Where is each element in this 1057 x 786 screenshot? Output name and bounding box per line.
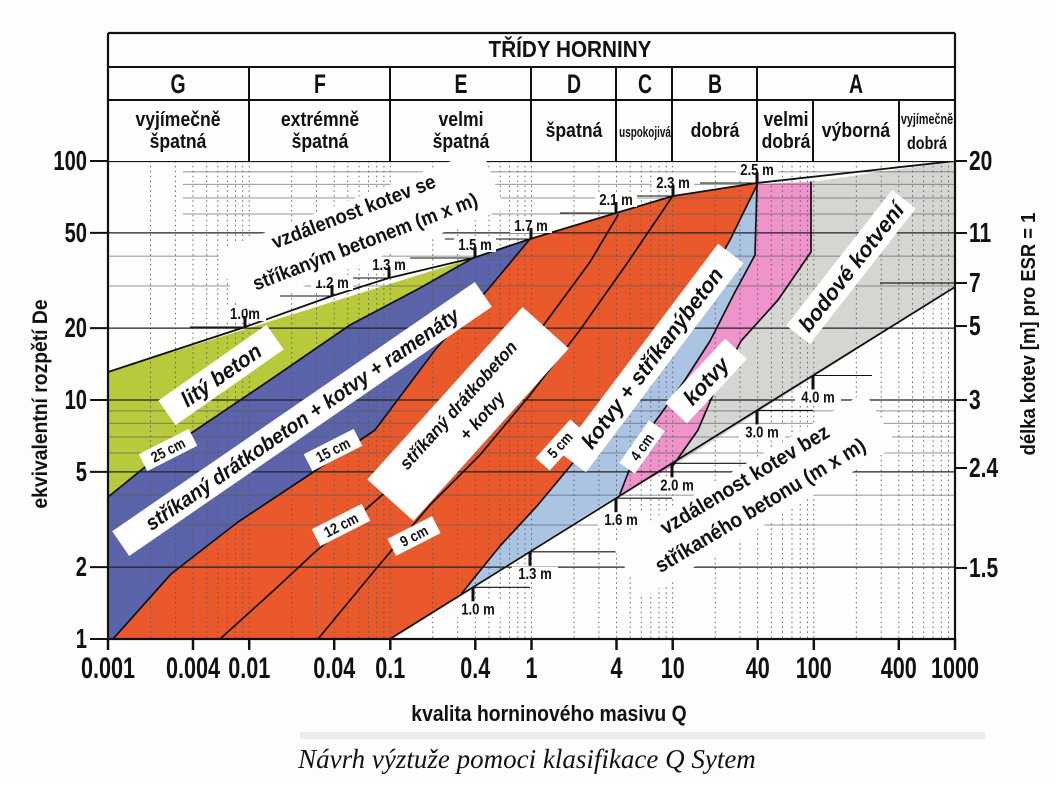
svg-text:10: 10 (65, 385, 87, 416)
svg-text:0.01: 0.01 (228, 650, 270, 684)
svg-text:E: E (455, 69, 468, 99)
svg-text:2: 2 (76, 552, 87, 583)
svg-text:0.1: 0.1 (375, 650, 405, 684)
svg-text:uspokojivá: uspokojivá (619, 124, 671, 141)
svg-text:3: 3 (969, 385, 981, 416)
svg-text:3.0 m: 3.0 m (745, 424, 779, 441)
svg-text:2.0 m: 2.0 m (660, 477, 694, 494)
svg-text:B: B (708, 69, 722, 99)
svg-text:5: 5 (76, 457, 87, 488)
svg-text:5: 5 (969, 311, 981, 342)
svg-text:1.3 m: 1.3 m (518, 566, 552, 583)
svg-text:1.7 m: 1.7 m (514, 218, 548, 235)
svg-text:0.004: 0.004 (166, 650, 220, 684)
svg-text:10: 10 (661, 650, 685, 684)
svg-text:výborná: výborná (822, 119, 891, 141)
svg-text:2.4: 2.4 (969, 453, 998, 484)
svg-text:1.6 m: 1.6 m (604, 512, 638, 529)
svg-text:4.0 m: 4.0 m (801, 389, 835, 406)
svg-text:400: 400 (881, 650, 917, 684)
svg-text:2.5 m: 2.5 m (740, 162, 774, 179)
svg-text:40: 40 (746, 650, 770, 684)
svg-text:1: 1 (76, 624, 87, 655)
svg-text:špatná: špatná (150, 130, 207, 152)
svg-text:ekvivalentní rozpětí De: ekvivalentní rozpětí De (29, 299, 52, 508)
svg-text:0.001: 0.001 (81, 650, 135, 684)
svg-text:1000: 1000 (931, 650, 979, 684)
svg-text:špatná: špatná (433, 130, 490, 152)
svg-text:1.2 m: 1.2 m (315, 275, 349, 292)
svg-text:špatná: špatná (546, 119, 603, 141)
svg-text:1.5 m: 1.5 m (458, 237, 492, 254)
svg-text:1.0m: 1.0m (230, 306, 260, 323)
svg-text:extrémně: extrémně (281, 108, 359, 130)
svg-text:velmi: velmi (764, 108, 809, 130)
svg-text:dobrá: dobrá (907, 134, 948, 154)
svg-text:TŘÍDY HORNINY: TŘÍDY HORNINY (489, 36, 652, 62)
svg-text:velmi: velmi (439, 108, 484, 130)
svg-text:C: C (638, 69, 652, 99)
svg-text:100: 100 (796, 650, 832, 684)
svg-text:vyjímečně: vyjímečně (135, 108, 220, 130)
svg-text:1.5: 1.5 (969, 553, 998, 584)
svg-text:kvalita horninového masivu Q: kvalita horninového masivu Q (411, 702, 686, 726)
svg-text:délka kotev [m] pro ESR = 1: délka kotev [m] pro ESR = 1 (1018, 212, 1040, 455)
svg-text:50: 50 (65, 218, 87, 249)
svg-text:G: G (170, 69, 185, 99)
svg-text:dobrá: dobrá (762, 130, 811, 152)
svg-text:7: 7 (969, 268, 981, 299)
svg-text:D: D (567, 69, 581, 99)
svg-text:2.1 m: 2.1 m (599, 192, 633, 209)
svg-text:špatná: špatná (292, 130, 349, 152)
svg-text:dobrá: dobrá (691, 119, 740, 141)
svg-text:100: 100 (53, 146, 87, 177)
svg-text:2.3 m: 2.3 m (656, 175, 690, 192)
svg-text:4: 4 (610, 650, 622, 684)
svg-text:0.4: 0.4 (460, 650, 490, 684)
svg-text:1: 1 (525, 650, 537, 684)
svg-text:A: A (849, 69, 863, 99)
svg-text:vyjímečně: vyjímečně (901, 110, 953, 127)
svg-text:20: 20 (65, 313, 87, 344)
svg-text:Návrh výztuže pomoci klasifika: Návrh výztuže pomoci klasifikace Q Sytem (297, 744, 756, 774)
svg-text:1.3 m: 1.3 m (372, 257, 406, 274)
svg-text:0.04: 0.04 (313, 650, 355, 684)
svg-text:1.0 m: 1.0 m (461, 601, 495, 618)
svg-text:11: 11 (969, 218, 991, 249)
svg-text:F: F (314, 69, 326, 99)
svg-text:20: 20 (969, 146, 992, 177)
